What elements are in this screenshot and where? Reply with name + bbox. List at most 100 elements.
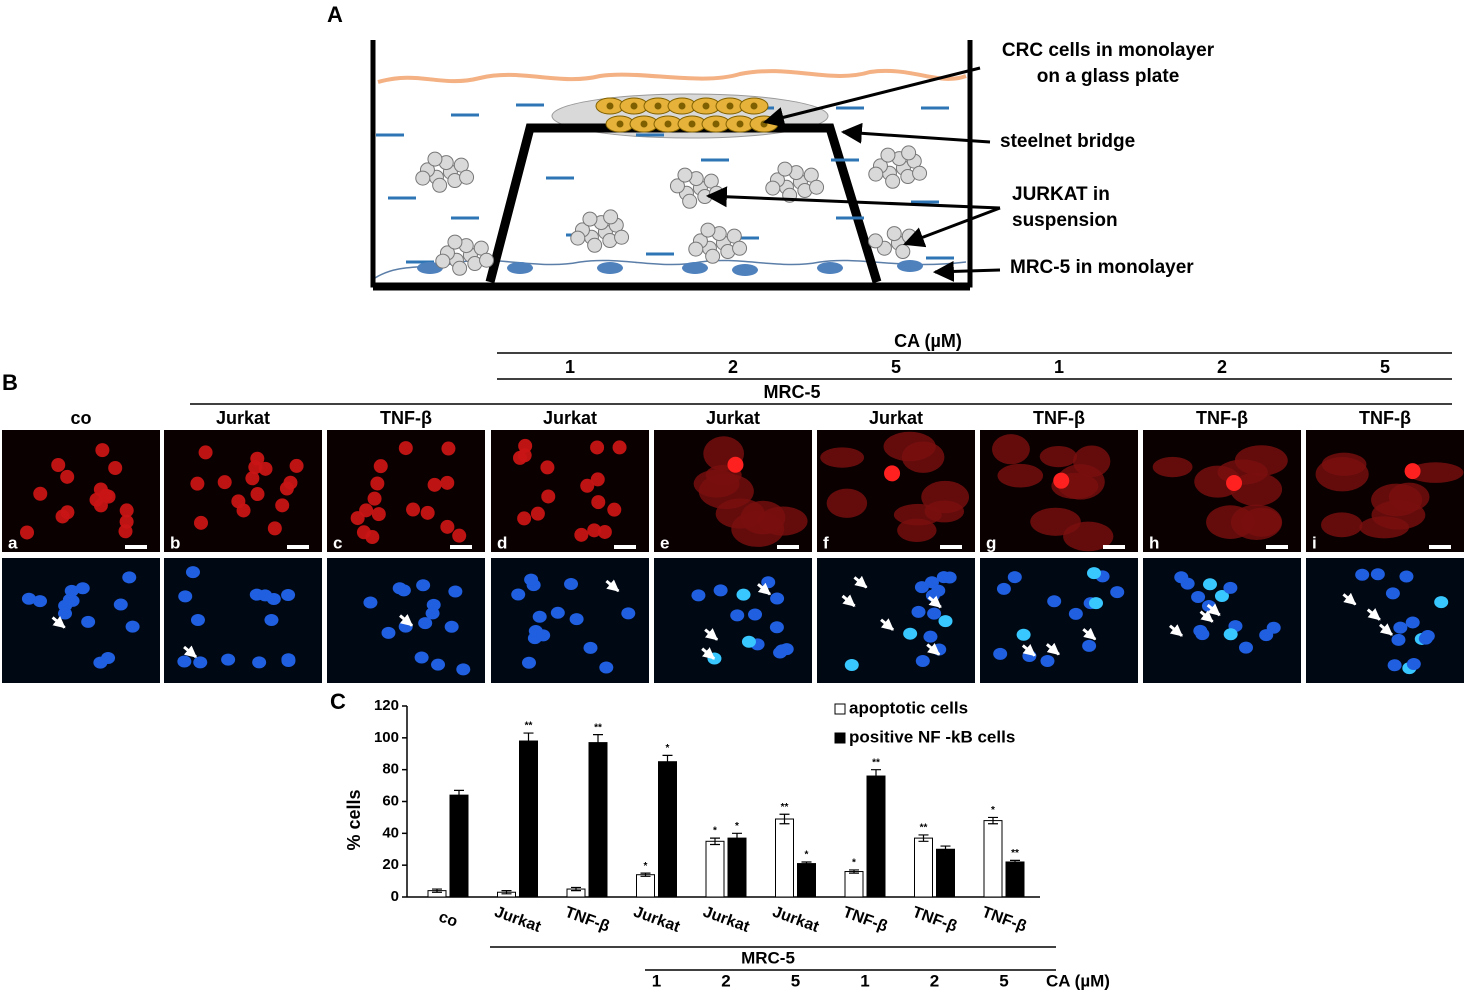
diagram-label: JURKAT in: [1012, 184, 1110, 205]
diagram-label: steelnet bridge: [1000, 131, 1135, 152]
nucleus: [414, 651, 429, 664]
red-cell: [60, 469, 75, 484]
red-cell: [119, 503, 134, 518]
nucleus: [741, 635, 756, 648]
x-tick-label: Jurkat: [631, 904, 683, 937]
x-tick-label: Jurkat: [701, 904, 753, 937]
red-cell: [283, 475, 298, 490]
bar: [636, 874, 655, 898]
nucleus: [993, 647, 1008, 660]
red-cell: [452, 528, 467, 543]
image-letter: d: [497, 533, 507, 552]
jurkat-cell: [587, 237, 603, 253]
jurkat-cell: [886, 226, 902, 242]
nucleus: [1174, 571, 1189, 584]
error-bar: [710, 837, 720, 846]
red-cell: [33, 486, 48, 501]
y-tick-label: 80: [382, 761, 399, 778]
nucleus: [1385, 587, 1400, 600]
fibroblast: [682, 262, 708, 274]
jurkat-cell: [669, 178, 685, 194]
jurkat-cell: [895, 244, 911, 260]
error-bar: [593, 734, 603, 752]
bar: [936, 848, 955, 898]
fibroblast: [597, 262, 623, 274]
bar: [775, 818, 794, 898]
nucleus: [1406, 657, 1421, 670]
significance: **: [594, 722, 602, 733]
red-cell: [1315, 457, 1369, 492]
micrograph-blue: [654, 558, 812, 683]
scale-bar: [1429, 545, 1451, 549]
nucleus: [996, 582, 1011, 595]
scale-bar: [287, 545, 309, 549]
apoptosis-arrow: [1378, 623, 1393, 636]
crc-nucleus: [606, 102, 614, 110]
nucleus: [33, 595, 48, 608]
header-concentration: 1: [565, 357, 575, 377]
red-cell: [1404, 463, 1421, 480]
red-cell: [997, 463, 1044, 488]
error-bar: [640, 872, 651, 877]
red-cell: [373, 459, 388, 474]
nucleus: [431, 658, 446, 671]
nucleus: [1370, 568, 1385, 581]
nucleus: [185, 566, 200, 579]
panel-label: A: [327, 2, 343, 27]
apoptosis-arrow: [926, 643, 941, 656]
nucleus: [769, 621, 784, 634]
scale-bar: [940, 545, 962, 549]
error-bar: [801, 861, 812, 866]
nucleus: [392, 582, 407, 595]
crc-nucleus: [678, 102, 686, 110]
red-cell: [574, 527, 589, 542]
nucleus: [21, 592, 36, 605]
concentration-label: 5: [999, 971, 1008, 990]
jurkat-cell: [677, 167, 693, 183]
header-concentration: 2: [728, 357, 738, 377]
apoptosis-arrow: [880, 618, 895, 631]
apoptosis-arrow: [1082, 627, 1097, 641]
image-letter: f: [823, 533, 829, 552]
red-cell: [1152, 456, 1193, 478]
nucleus: [1007, 571, 1022, 584]
nucleus: [1110, 586, 1125, 599]
red-cell: [89, 492, 104, 507]
nucleus: [177, 655, 192, 668]
red-cell: [587, 523, 602, 538]
jurkat-cell: [452, 260, 468, 276]
red-cell: [20, 525, 35, 540]
nucleus: [1191, 590, 1206, 603]
error-bar: [501, 890, 512, 895]
legend-swatch: [834, 703, 846, 715]
jurkat-cell: [570, 230, 586, 246]
red-cell: [607, 502, 622, 517]
red-cell: [440, 519, 455, 534]
nucleus: [193, 656, 208, 669]
scale-bar: [125, 545, 147, 549]
column-header: TNF-β: [1033, 408, 1085, 428]
nucleus: [1405, 616, 1420, 629]
nucleus: [456, 663, 471, 676]
error-bar: [732, 832, 742, 844]
scale-bar: [614, 545, 636, 549]
y-tick-label: 100: [374, 729, 399, 746]
concentration-axis-label: CA (µM): [1046, 971, 1110, 990]
red-cell: [190, 476, 205, 491]
nucleus: [448, 585, 463, 598]
red-cell: [612, 440, 627, 455]
nucleus: [564, 577, 579, 590]
jurkat-cell: [868, 166, 884, 182]
y-tick-label: 20: [382, 856, 399, 873]
nucleus: [122, 571, 137, 584]
nucleus: [532, 610, 547, 623]
jurkat-cell: [777, 161, 793, 177]
red-cell: [1206, 505, 1255, 539]
nucleus: [521, 656, 536, 669]
image-letter: c: [333, 533, 342, 552]
nucleus: [1399, 570, 1414, 583]
concentration-label: 1: [652, 971, 661, 990]
apoptosis-arrow: [51, 616, 66, 629]
bar: [705, 840, 725, 898]
red-cell: [217, 475, 232, 490]
